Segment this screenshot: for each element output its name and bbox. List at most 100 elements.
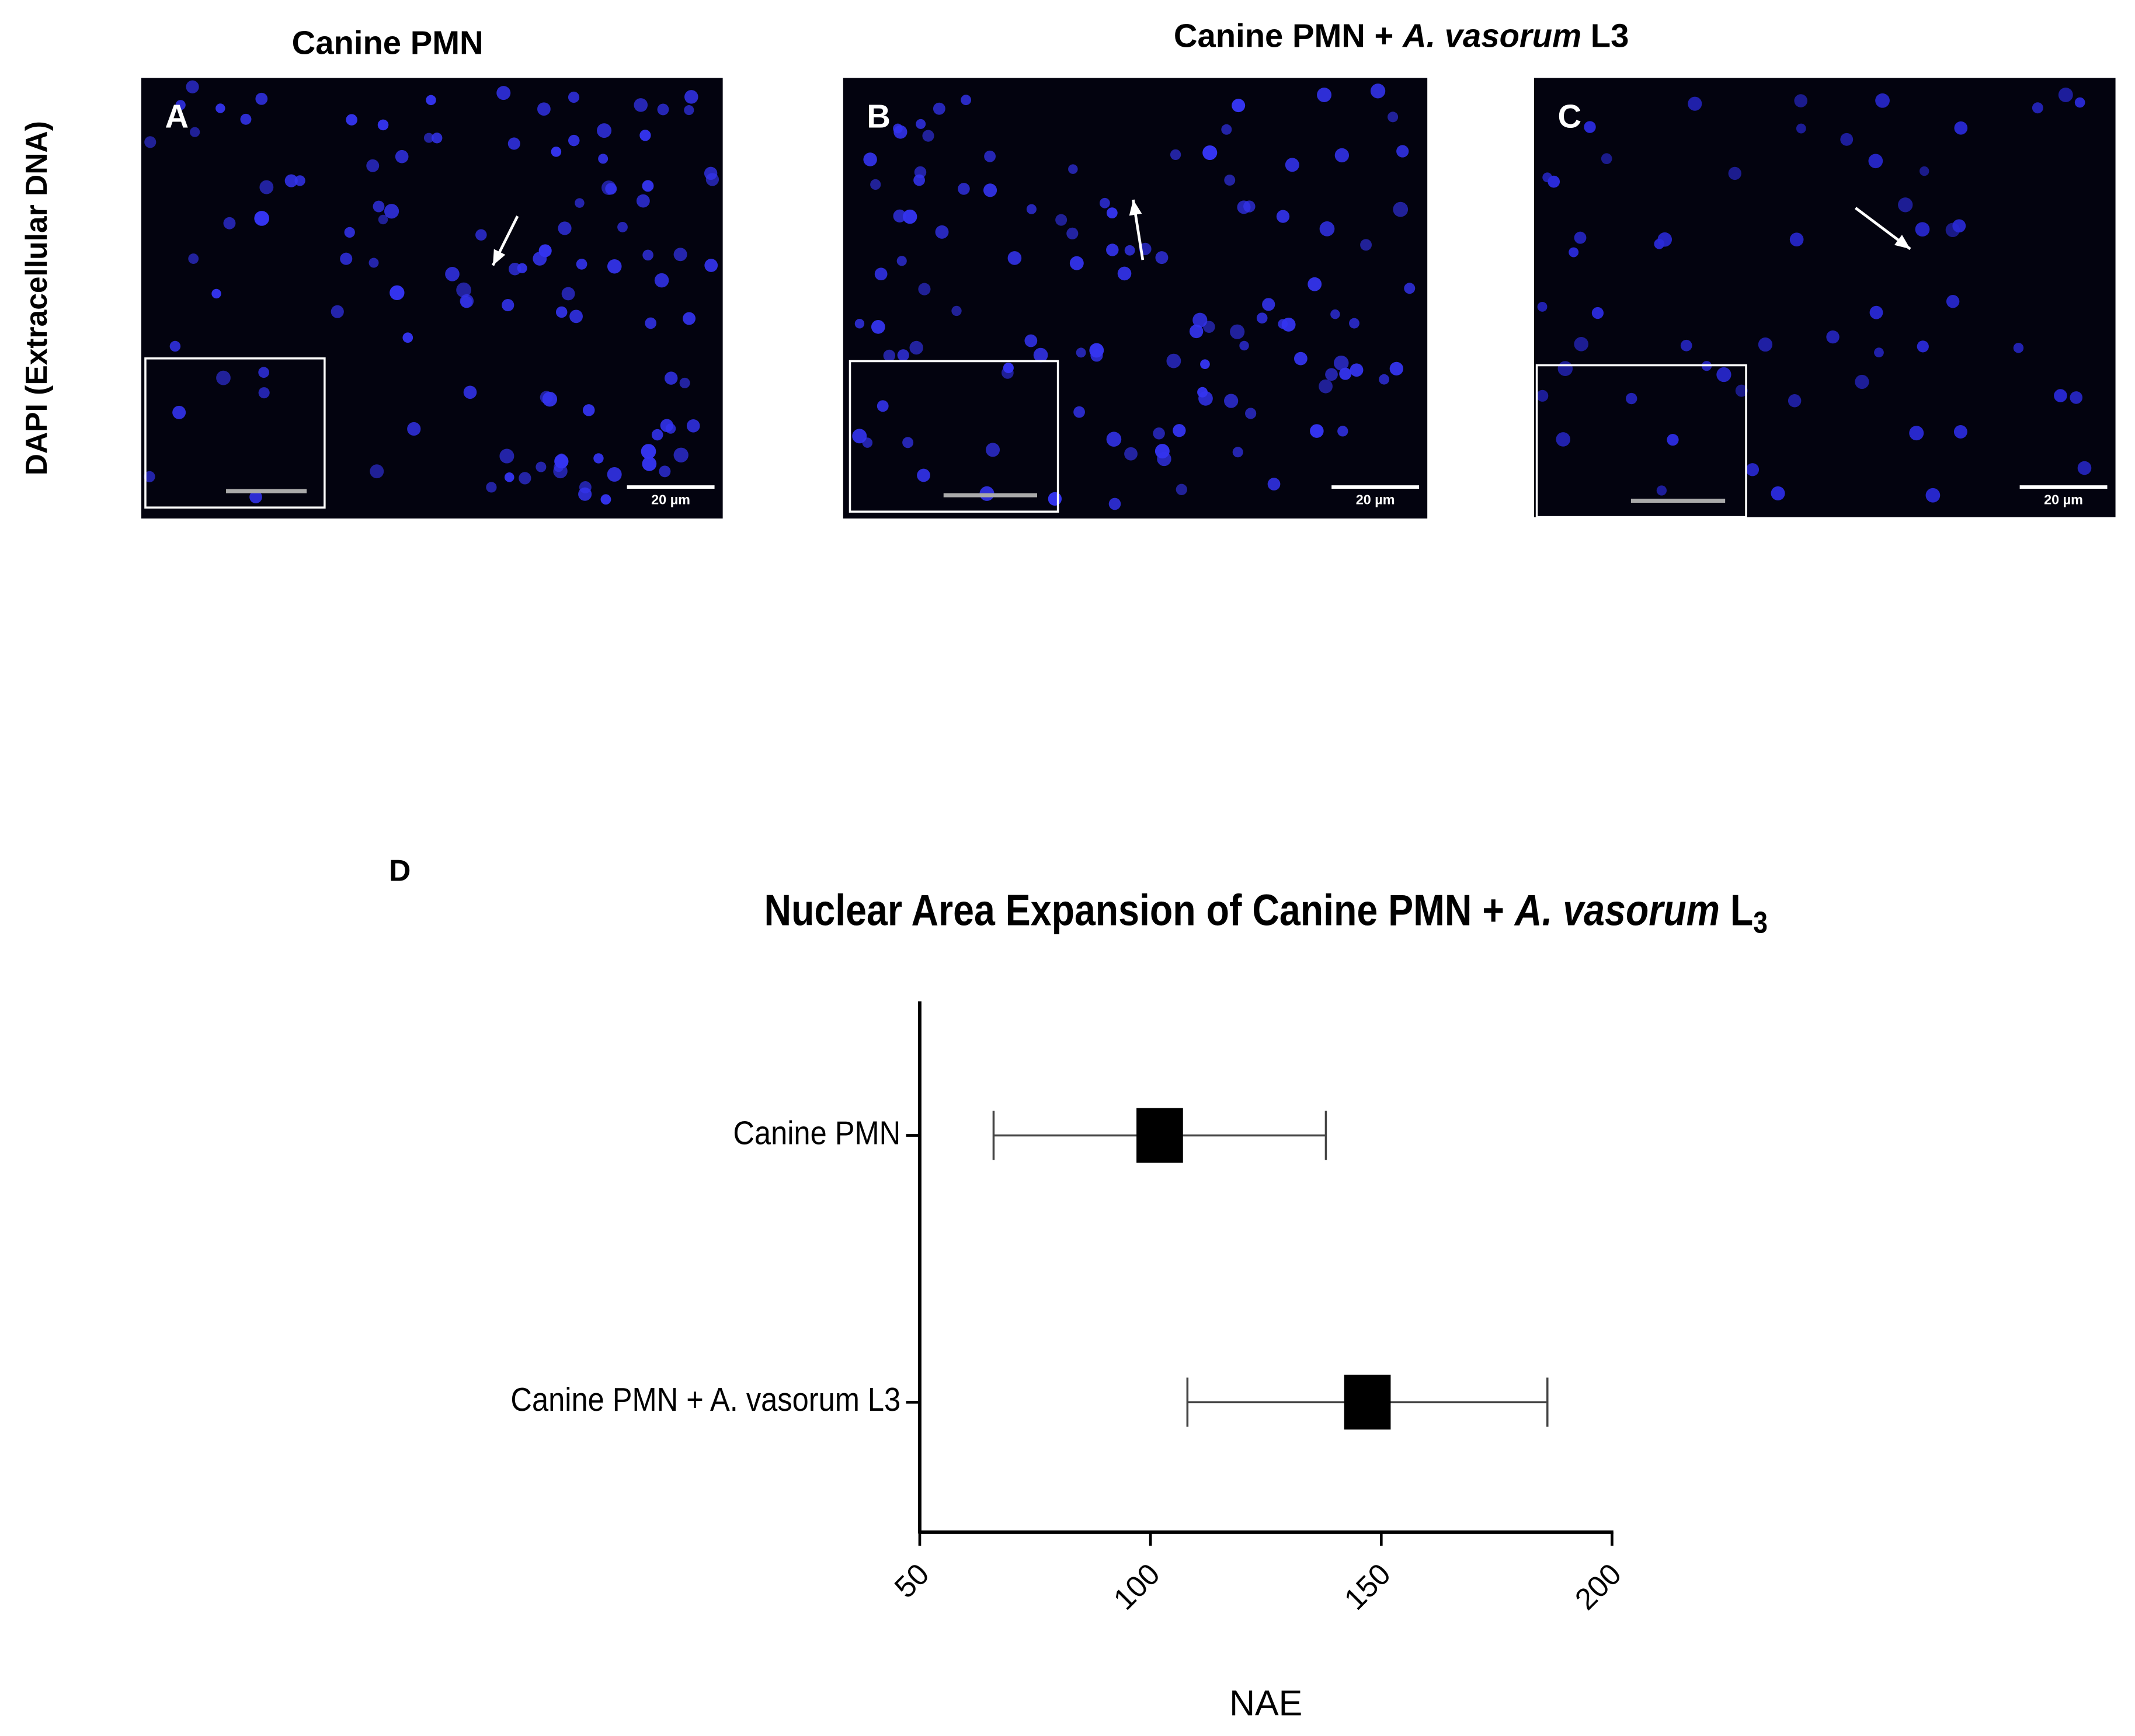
- inset: [849, 360, 1059, 513]
- nucleus: [597, 123, 612, 138]
- nucleus: [1536, 389, 1549, 402]
- nucleus: [893, 123, 903, 134]
- nucleus: [660, 419, 674, 432]
- nucleus: [1667, 434, 1679, 446]
- nucleus: [1339, 367, 1352, 380]
- nucleus: [871, 319, 885, 334]
- nucleus: [254, 211, 269, 226]
- nucleus: [1330, 309, 1340, 319]
- nucleus: [1267, 478, 1281, 490]
- nucleus: [1166, 353, 1181, 368]
- nucleus: [340, 252, 353, 265]
- nucleus: [684, 90, 698, 104]
- nucleus: [870, 179, 881, 190]
- nucleus: [190, 127, 200, 137]
- nucleus: [1003, 362, 1014, 374]
- nucleus: [432, 133, 443, 144]
- column-title: Canine PMN + A. vasorum L3: [1174, 17, 1629, 54]
- nucleus: [378, 214, 388, 225]
- nucleus: [2032, 102, 2043, 114]
- nucleus: [1925, 488, 1941, 503]
- nucleus: [1124, 245, 1135, 256]
- nucleus: [1920, 166, 1929, 176]
- nucleus: [2013, 343, 2024, 353]
- nucleus: [536, 461, 547, 472]
- nucleus: [568, 134, 580, 147]
- nucleus: [601, 180, 616, 195]
- nucleus: [1055, 214, 1068, 226]
- nucleus: [1262, 298, 1275, 311]
- nucleus: [958, 183, 970, 195]
- nucleus: [249, 490, 262, 504]
- nucleus: [258, 367, 269, 378]
- nucleus: [1106, 243, 1119, 256]
- nucleus: [659, 465, 671, 478]
- nucleus: [909, 340, 923, 355]
- nucleus: [1716, 367, 1731, 382]
- nucleus: [1076, 347, 1086, 358]
- x-tick-label: 100: [1107, 1557, 1166, 1616]
- nucleus: [555, 306, 568, 318]
- nucleus: [540, 391, 553, 404]
- nucleus: [1789, 232, 1804, 247]
- nucleus: [896, 256, 907, 266]
- nucleus: [1048, 492, 1062, 506]
- micrograph: [1534, 78, 2116, 517]
- nucleus: [1745, 463, 1760, 476]
- nucleus: [642, 457, 657, 471]
- nucleus: [576, 258, 587, 270]
- nucleus: [463, 385, 477, 399]
- nucleus: [642, 180, 654, 192]
- nucleus: [507, 137, 520, 150]
- nucleus: [1319, 379, 1333, 394]
- nucleus: [1826, 330, 1840, 344]
- nucleus: [1728, 166, 1741, 180]
- nucleus: [211, 288, 221, 299]
- nucleus: [1256, 312, 1268, 323]
- nucleus: [223, 217, 236, 229]
- nucleus: [1396, 145, 1409, 158]
- nucleus: [1656, 485, 1667, 496]
- nucleus: [370, 464, 384, 479]
- nucleus: [634, 98, 648, 112]
- nucleus: [1584, 121, 1596, 133]
- nucleus: [863, 152, 877, 166]
- title-part: A. vasorum: [1514, 886, 1720, 935]
- nucleus: [1548, 175, 1560, 188]
- nucleus: [186, 80, 199, 93]
- nucleus: [1281, 317, 1296, 332]
- chart-title: Nuclear Area Expansion of Canine PMN + A…: [764, 886, 1767, 940]
- nucleus: [1946, 295, 1960, 308]
- nucleus: [1874, 347, 1884, 358]
- nucleus: [935, 225, 949, 239]
- nucleus: [1917, 340, 1929, 353]
- nucleus: [883, 349, 896, 362]
- nucleus: [593, 453, 604, 464]
- nucleus: [1954, 121, 1968, 135]
- nucleus: [384, 204, 399, 219]
- nucleus: [240, 113, 252, 125]
- nucleus: [175, 100, 186, 110]
- nucleus: [1124, 447, 1138, 461]
- nucleus: [913, 174, 925, 186]
- estimate-box: [1344, 1375, 1391, 1430]
- title-part: Canine PMN: [292, 24, 484, 61]
- nucleus: [2070, 391, 2083, 404]
- nucleus: [1232, 99, 1246, 113]
- nucleus: [917, 468, 930, 482]
- nucleus: [1796, 123, 1806, 134]
- nucleus: [1915, 222, 1930, 237]
- nucleus: [1569, 247, 1579, 258]
- panel-letter: A: [165, 98, 189, 135]
- nucleus: [877, 400, 889, 412]
- nucleus: [1898, 197, 1913, 213]
- nucleus: [2058, 88, 2073, 102]
- scale-bar-label: 20 µm: [2044, 492, 2083, 507]
- nucleus: [1735, 384, 1748, 397]
- nucleus: [1245, 408, 1257, 419]
- nucleus: [519, 472, 531, 485]
- nucleus: [679, 377, 690, 388]
- nucleus: [508, 262, 521, 276]
- nucleus: [504, 472, 514, 482]
- nucleus: [578, 487, 592, 501]
